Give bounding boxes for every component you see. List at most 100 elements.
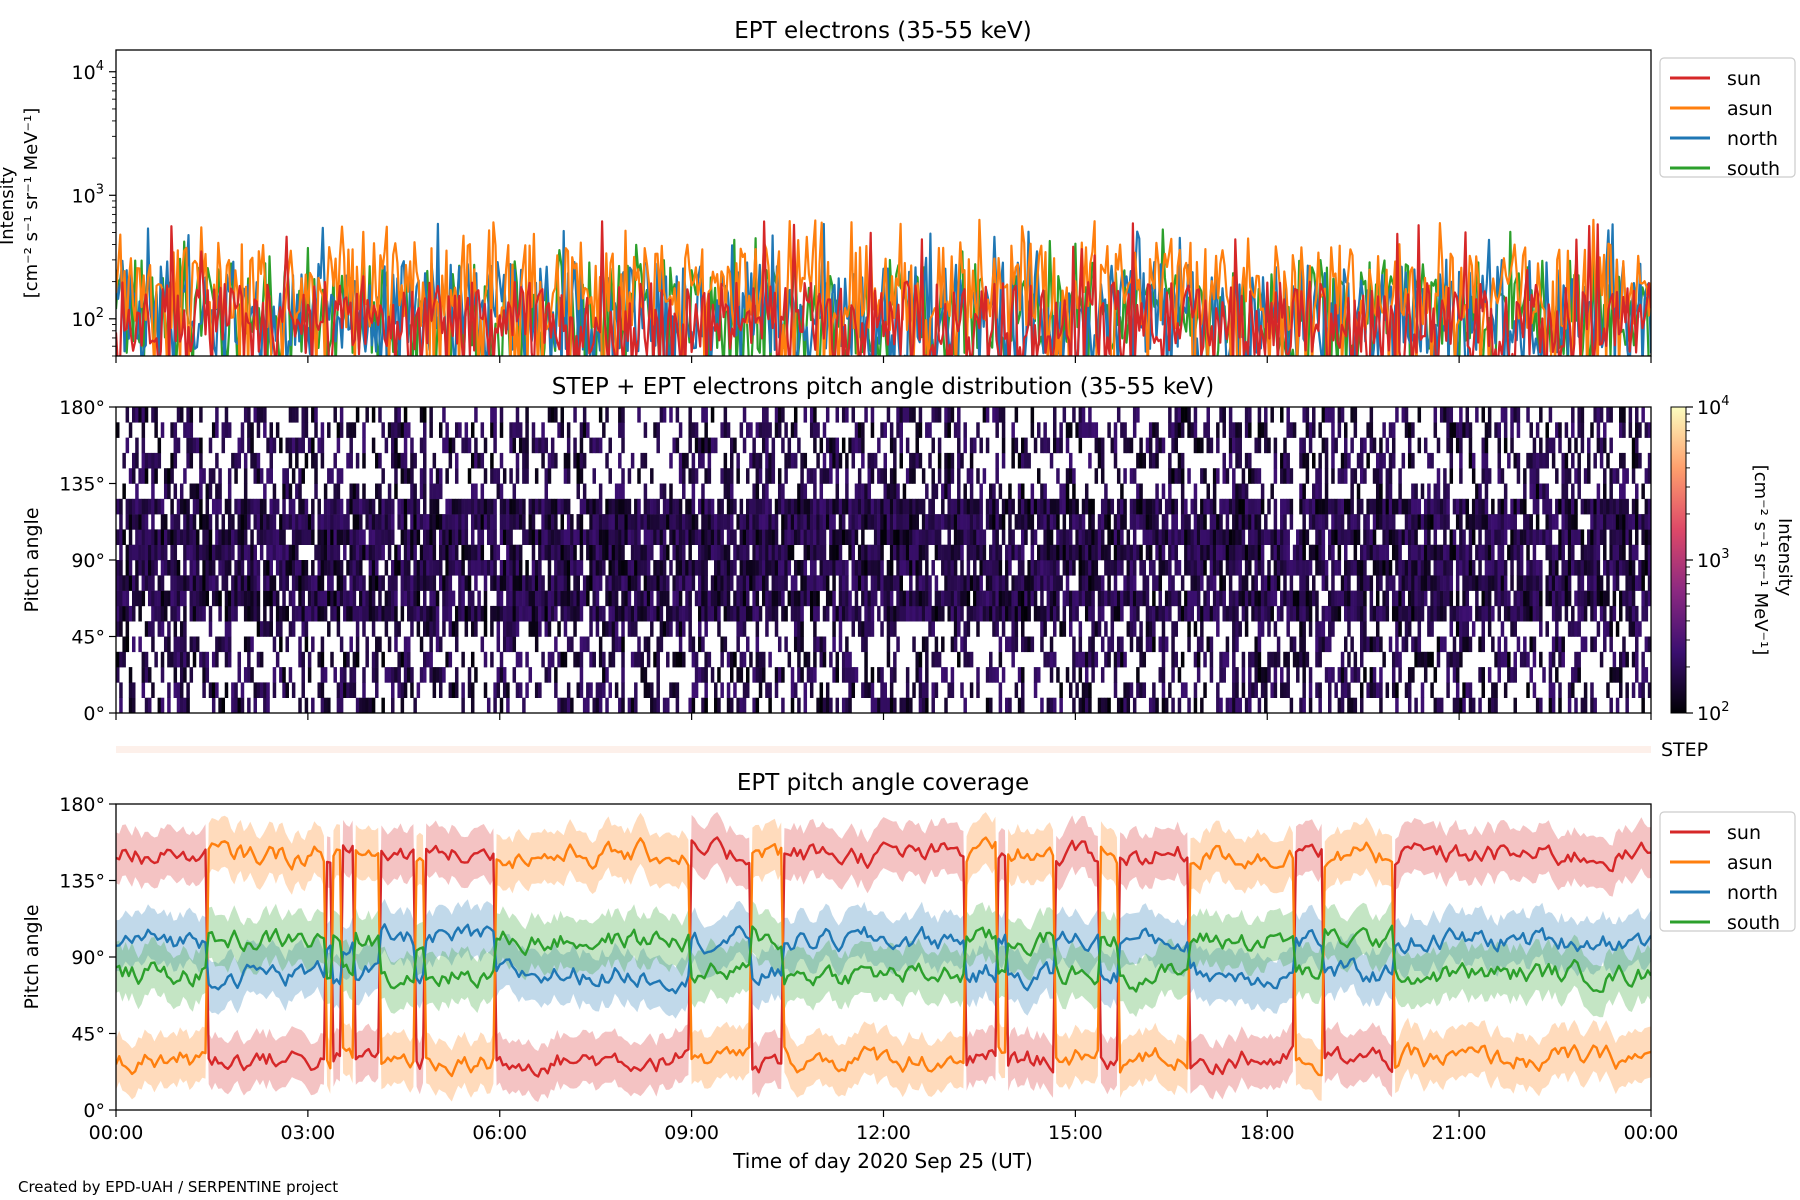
heatmap-cell xyxy=(151,483,155,500)
heatmap-cell xyxy=(1081,407,1086,423)
heatmap-cell xyxy=(512,544,517,561)
heatmap-cell xyxy=(944,544,948,561)
heatmap-cell xyxy=(256,575,261,591)
heatmap-cell xyxy=(1264,590,1268,607)
heatmap-cell xyxy=(179,590,184,607)
heatmap-cell xyxy=(474,437,478,454)
heatmap-cell xyxy=(1065,468,1070,484)
heatmap-cell xyxy=(650,468,654,484)
heatmap-cell xyxy=(666,651,670,668)
heatmap-cell xyxy=(323,697,328,713)
heatmap-cell xyxy=(1030,575,1035,591)
heatmap-cell xyxy=(816,422,820,438)
heatmap-cell xyxy=(426,605,430,622)
heatmap-cell xyxy=(135,498,139,515)
heatmap-cell xyxy=(662,498,667,515)
heatmap-cell xyxy=(643,514,648,530)
heatmap-cell xyxy=(1030,514,1035,530)
heatmap-cell xyxy=(1094,621,1099,637)
heatmap-cell xyxy=(330,514,334,530)
heatmap-cell xyxy=(624,498,628,515)
heatmap-cell xyxy=(1059,697,1063,713)
heatmap-cell xyxy=(640,667,644,683)
heatmap-cell xyxy=(1088,651,1092,668)
heatmap-cell xyxy=(1168,590,1172,607)
heatmap-cell xyxy=(1350,529,1354,545)
heatmap-cell xyxy=(429,590,433,607)
heatmap-cell xyxy=(953,560,958,576)
heatmap-cell xyxy=(1155,529,1159,545)
heatmap-cell xyxy=(918,575,923,591)
heatmap-cell xyxy=(1116,636,1121,653)
heatmap-cell xyxy=(333,407,337,423)
heatmap-cell xyxy=(1401,407,1406,423)
heatmap-cell xyxy=(605,407,609,423)
heatmap-cell xyxy=(371,667,376,683)
heatmap-cell xyxy=(199,498,203,515)
heatmap-cell xyxy=(570,529,574,545)
heatmap-cell xyxy=(666,590,670,607)
heatmap-cell xyxy=(410,667,414,683)
heatmap-cell xyxy=(1024,498,1028,515)
heatmap-cell xyxy=(854,575,859,591)
heatmap-cell xyxy=(752,560,756,576)
heatmap-cell xyxy=(125,498,130,515)
heatmap-cell xyxy=(1385,560,1390,576)
heatmap-cell xyxy=(634,575,638,591)
heatmap-cell xyxy=(1350,498,1354,515)
heatmap-cell xyxy=(1318,544,1322,561)
heatmap-cell xyxy=(1187,697,1191,713)
heatmap-cell xyxy=(928,575,932,591)
heatmap-cell xyxy=(448,575,453,591)
heatmap-cell xyxy=(1267,560,1271,576)
heatmap-cell xyxy=(1411,422,1415,438)
heatmap-cell xyxy=(1264,682,1268,698)
heatmap-cell xyxy=(813,437,817,454)
heatmap-cell xyxy=(400,575,405,591)
heatmap-cell xyxy=(1139,621,1143,637)
heatmap-cell xyxy=(371,575,376,591)
heatmap-cell xyxy=(656,636,660,653)
heatmap-cell xyxy=(157,498,162,515)
heatmap-cell xyxy=(774,575,779,591)
heatmap-cell xyxy=(966,605,971,622)
heatmap-cell xyxy=(1193,544,1198,561)
heatmap-cell xyxy=(912,636,916,653)
heatmap-cell xyxy=(1072,667,1076,683)
heatmap-cell xyxy=(851,667,856,683)
heatmap-cell xyxy=(787,452,792,469)
heatmap-cell xyxy=(1353,468,1358,484)
heatmap-cell xyxy=(1305,651,1310,668)
heatmap-cell xyxy=(982,407,987,423)
heatmap-cell xyxy=(912,529,916,545)
heatmap-cell xyxy=(618,452,622,469)
heatmap-cell xyxy=(1344,682,1348,698)
heatmap-cell xyxy=(128,560,133,576)
heatmap-cell xyxy=(183,529,187,545)
heatmap-cell xyxy=(717,575,721,591)
heatmap-cell xyxy=(307,529,312,545)
heatmap-cell xyxy=(151,590,155,607)
heatmap-cell xyxy=(304,498,309,515)
heatmap-cell xyxy=(998,636,1003,653)
heatmap-cell xyxy=(643,452,648,469)
heatmap-cell xyxy=(423,590,427,607)
heatmap-cell xyxy=(1206,544,1210,561)
heatmap-cell xyxy=(442,514,446,530)
heatmap-cell xyxy=(1350,560,1354,576)
heatmap-cell xyxy=(496,544,501,561)
heatmap-cell xyxy=(963,697,967,713)
heatmap-cell xyxy=(538,590,542,607)
heatmap-cell xyxy=(678,422,683,438)
heatmap-cell xyxy=(250,437,254,454)
heatmap-cell xyxy=(525,468,529,484)
heatmap-cell xyxy=(154,452,158,469)
heatmap-cell xyxy=(627,575,632,591)
heatmap-cell xyxy=(1254,529,1258,545)
heatmap-cell xyxy=(640,605,644,622)
heatmap-cell xyxy=(1168,682,1172,698)
heatmap-cell xyxy=(1206,437,1210,454)
heatmap-cell xyxy=(550,407,555,423)
heatmap-cell xyxy=(339,498,344,515)
heatmap-cell xyxy=(173,667,178,683)
